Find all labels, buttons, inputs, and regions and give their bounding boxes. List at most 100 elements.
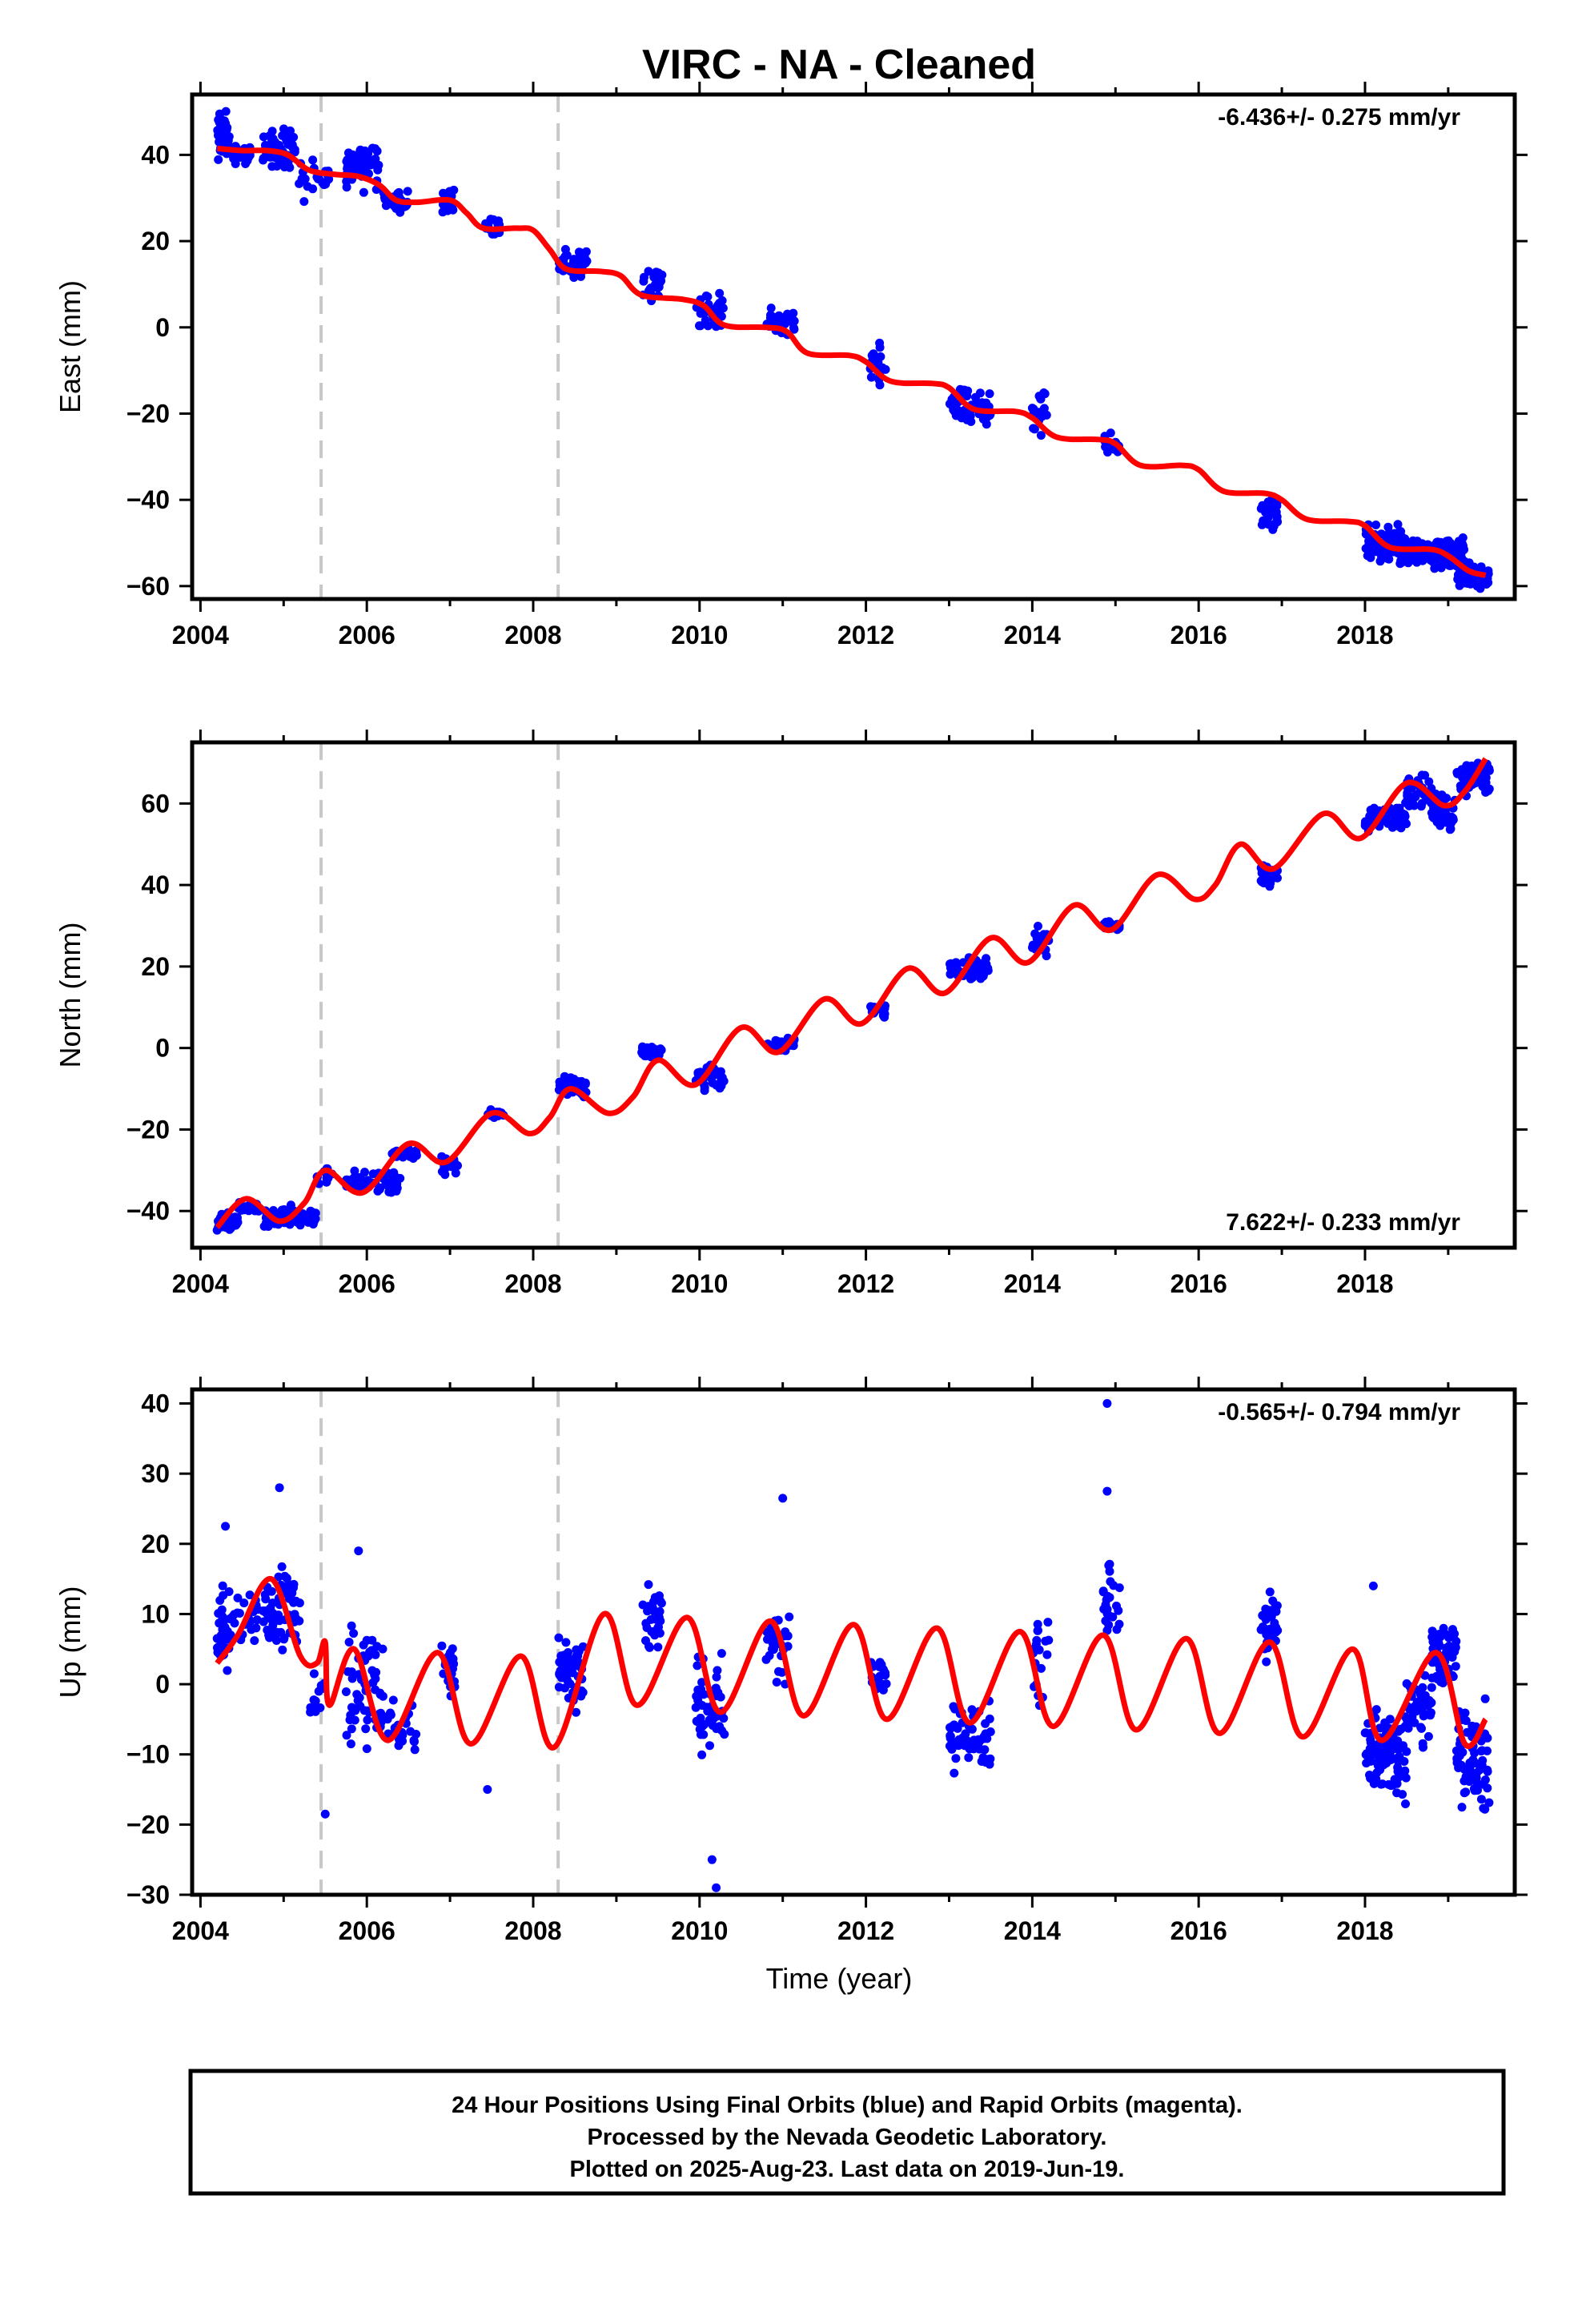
up-data-point: [1483, 1767, 1492, 1776]
up-data-point: [1468, 1770, 1477, 1779]
east-data-point: [966, 417, 976, 426]
east-data-point: [1042, 410, 1051, 420]
up-data-point: [1447, 1632, 1457, 1642]
east-data-point: [1262, 516, 1271, 525]
east-y-axis-label: East (mm): [54, 280, 86, 413]
up-panel: 2004 2006 2008 2010 2012 2014 2016 201840302010…: [54, 1377, 1528, 1945]
up-data-point: [271, 1636, 281, 1645]
north-data-point: [1440, 814, 1449, 823]
up-data-point: [239, 1598, 249, 1608]
up-data-point: [1448, 1625, 1457, 1634]
up-y-tick-label: −30: [126, 1880, 170, 1909]
up-data-point: [697, 1750, 707, 1759]
up-data-point: [1265, 1587, 1275, 1597]
up-data-point: [367, 1635, 377, 1645]
east-data-point: [1482, 580, 1492, 589]
east-data-point: [342, 183, 351, 192]
up-data-point: [1423, 1731, 1433, 1741]
up-data-point: [388, 1695, 398, 1705]
up-data-point: [717, 1649, 726, 1659]
north-data-point: [1267, 875, 1277, 883]
up-data-point: [774, 1667, 783, 1676]
up-data-point: [1398, 1742, 1407, 1751]
east-data-point: [1268, 502, 1278, 512]
east-data-point: [1371, 521, 1381, 529]
up-data-point: [967, 1705, 977, 1715]
up-data-point: [691, 1703, 701, 1712]
north-data-point: [1446, 824, 1456, 834]
north-data-point: [1484, 764, 1494, 774]
up-data-point: [290, 1610, 299, 1619]
north-data-point: [1453, 769, 1462, 778]
up-data-point: [410, 1745, 420, 1755]
up-data-point: [371, 1650, 380, 1659]
up-data-point: [950, 1720, 959, 1730]
up-data-point: [641, 1636, 650, 1646]
north-x-tick-label: 2016: [1170, 1269, 1227, 1298]
east-data-point: [717, 312, 726, 321]
up-data-point: [554, 1633, 564, 1642]
up-data-point: [1476, 1795, 1486, 1804]
up-outlier-point: [354, 1546, 363, 1556]
north-model-curve: [215, 757, 1488, 1230]
up-data-point: [1262, 1657, 1271, 1667]
up-data-point: [1401, 1799, 1410, 1808]
east-data-point: [219, 137, 229, 147]
up-data-point: [347, 1621, 356, 1630]
up-data-point: [1375, 1761, 1385, 1771]
north-rate-label: 7.622+/- 0.233 mm/yr: [1226, 1209, 1460, 1236]
east-data-point: [359, 187, 368, 197]
up-data-point: [655, 1606, 665, 1616]
east-data-point: [787, 311, 797, 320]
up-x-tick-label: 2016: [1170, 1916, 1227, 1945]
up-data-point: [1477, 1760, 1487, 1770]
up-data-point: [1427, 1626, 1437, 1636]
up-outlier-point: [221, 1522, 231, 1531]
up-data-point: [655, 1628, 665, 1638]
north-y-tick-label: 60: [141, 789, 170, 818]
up-data-point: [347, 1724, 356, 1734]
up-data-point: [378, 1644, 387, 1654]
east-data-point: [449, 185, 459, 195]
up-data-point: [230, 1618, 239, 1628]
up-data-point: [982, 1734, 992, 1743]
east-data-point: [715, 288, 725, 298]
up-data-point: [1043, 1618, 1053, 1627]
up-data-point: [1451, 1662, 1460, 1671]
up-data-point: [1264, 1606, 1274, 1615]
north-data-point: [1464, 770, 1473, 779]
north-data-point: [308, 1208, 318, 1217]
up-data-point: [949, 1741, 958, 1751]
up-data-point: [1360, 1728, 1370, 1738]
north-y-tick-label: −40: [126, 1196, 170, 1225]
up-data-point: [353, 1696, 363, 1705]
up-data-point: [1033, 1626, 1042, 1635]
north-data-point: [368, 1169, 378, 1179]
east-data-point: [1408, 536, 1418, 545]
north-data-point: [1447, 817, 1456, 826]
north-data-point: [229, 1216, 239, 1225]
north-data-point: [576, 1076, 586, 1086]
north-data-point: [637, 1043, 647, 1053]
up-data-point: [1460, 1788, 1469, 1798]
up-data-point: [719, 1714, 729, 1723]
up-data-point: [1422, 1710, 1431, 1719]
east-data-point: [985, 389, 994, 399]
up-data-point: [1480, 1804, 1490, 1814]
north-y-tick-label: 40: [141, 870, 170, 899]
north-data-point: [1396, 823, 1406, 833]
up-data-point: [279, 1634, 289, 1644]
east-data-point: [1036, 394, 1046, 404]
east-data-point: [776, 316, 785, 326]
north-panel: 2004 2006 2008 2010 2012 2014 2016 2018 60 40 20 0 −…: [54, 730, 1528, 1298]
up-x-tick-label: 2006: [339, 1916, 396, 1945]
east-x-tick-label: 2008: [504, 621, 561, 649]
up-data-point: [1365, 1771, 1374, 1779]
up-data-point: [981, 1719, 990, 1728]
north-data-point: [400, 1150, 410, 1160]
east-data-point: [769, 312, 778, 322]
up-y-tick-label: −20: [126, 1810, 170, 1839]
east-data-point: [342, 157, 351, 167]
up-data-point: [1457, 1803, 1467, 1812]
east-data-point: [1272, 516, 1282, 525]
